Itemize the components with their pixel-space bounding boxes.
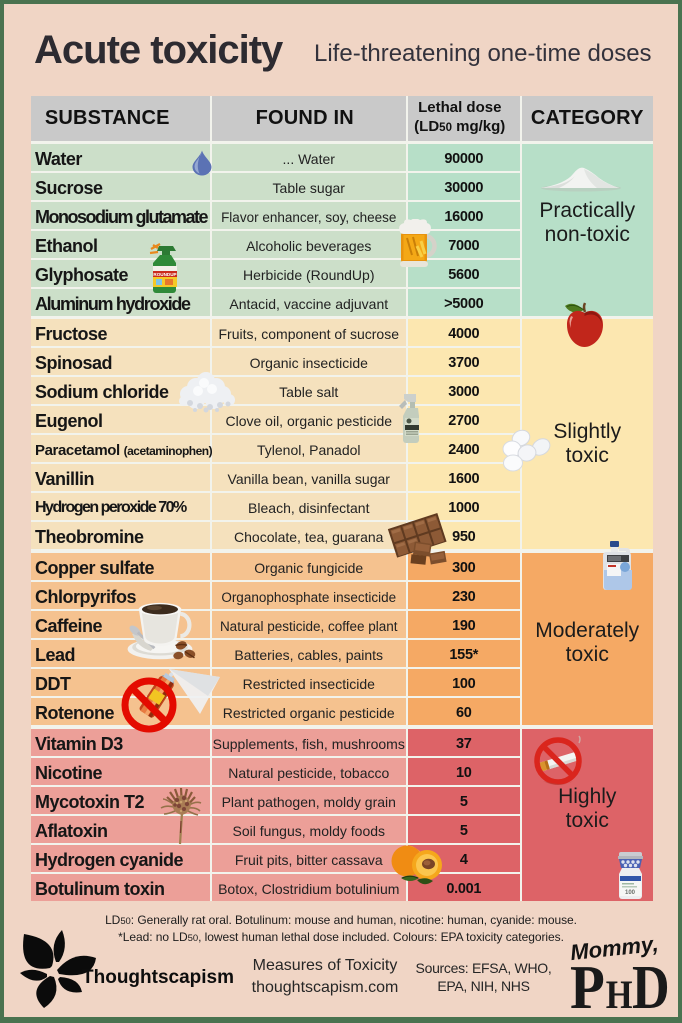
svg-text:100: 100 — [625, 890, 636, 896]
svg-text:D: D — [632, 954, 670, 1013]
svg-text:H: H — [606, 974, 633, 1013]
svg-text:ROUNDUP: ROUNDUP — [153, 272, 176, 277]
svg-text:P: P — [570, 953, 605, 1013]
